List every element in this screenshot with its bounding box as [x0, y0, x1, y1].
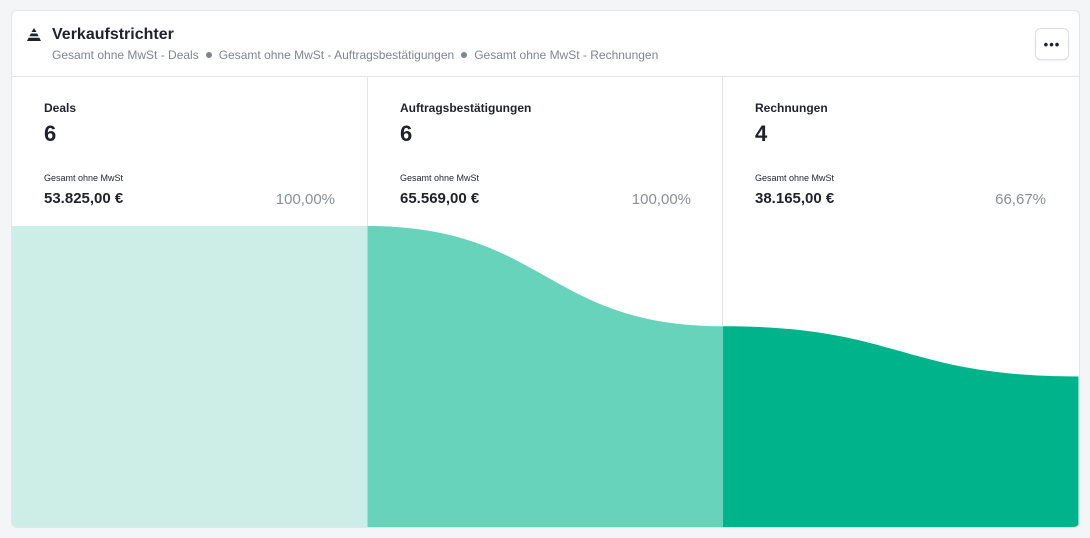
stage-auftragsbestaetigungen[interactable]: Auftragsbestätigungen 6 Gesamt ohne MwSt… [368, 77, 723, 227]
stage-name: Deals [44, 101, 77, 115]
stage-percent: 100,00% [275, 191, 335, 208]
stage-rechnungen[interactable]: Rechnungen 4 Gesamt ohne MwSt 38.165,00 … [723, 77, 1078, 227]
funnel-icon [27, 28, 41, 41]
stage-amount: 53.825,00 € [44, 190, 124, 207]
card-title: Verkaufstrichter [52, 26, 174, 43]
stage-percent: 66,67% [995, 191, 1046, 208]
column-divider [722, 77, 723, 527]
card-header: Verkaufstrichter Gesamt ohne MwSt - Deal… [12, 11, 1079, 77]
stage-name: Rechnungen [755, 101, 828, 115]
funnel-band-2 [367, 226, 723, 527]
stage-metric-label: Gesamt ohne MwSt [755, 173, 835, 183]
stage-amount: 65.569,00 € [400, 190, 480, 207]
subtitle-item-rechnungen: Gesamt ohne MwSt - Rechnungen [474, 48, 659, 62]
funnel-band-1 [12, 226, 368, 527]
stage-name: Auftragsbestätigungen [400, 101, 532, 115]
stage-deals[interactable]: Deals 6 Gesamt ohne MwSt 53.825,00 € 100… [12, 77, 367, 227]
stage-count: 6 [44, 121, 57, 146]
subtitle-item-auftragsbestaetigungen: Gesamt ohne MwSt - Auftragsbestätigungen [218, 48, 455, 62]
stage-metric-label: Gesamt ohne MwSt [400, 173, 480, 183]
stage-count: 6 [400, 121, 413, 146]
card-subtitle: Gesamt ohne MwSt - Deals Gesamt ohne MwSt… [52, 48, 658, 62]
stage-amount: 38.165,00 € [755, 190, 835, 207]
funnel-chart [12, 226, 1079, 527]
separator-dot-icon [205, 52, 212, 58]
subtitle-item-deals: Gesamt ohne MwSt - Deals [52, 48, 199, 62]
stage-percent: 100,00% [631, 191, 691, 208]
funnel-stages: Deals 6 Gesamt ohne MwSt 53.825,00 € 100… [12, 77, 1079, 527]
separator-dot-icon [461, 52, 468, 58]
more-options-button[interactable]: ••• [1035, 28, 1069, 60]
sales-funnel-card: Verkaufstrichter Gesamt ohne MwSt - Deal… [11, 10, 1080, 528]
funnel-band-3 [723, 326, 1079, 527]
stage-metric-label: Gesamt ohne MwSt [44, 173, 124, 183]
stage-count: 4 [755, 121, 768, 146]
